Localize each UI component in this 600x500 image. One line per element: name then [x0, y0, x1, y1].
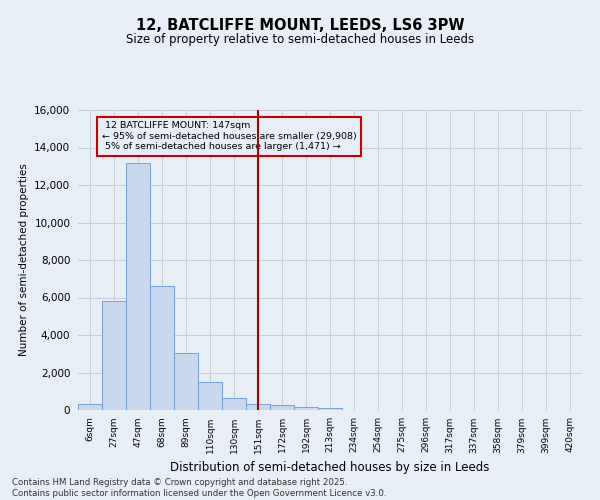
Text: 12 BATCLIFFE MOUNT: 147sqm
← 95% of semi-detached houses are smaller (29,908)
 5: 12 BATCLIFFE MOUNT: 147sqm ← 95% of semi…: [102, 121, 357, 151]
Bar: [198, 382, 222, 410]
Bar: [78, 404, 102, 410]
Bar: [294, 407, 318, 410]
Bar: [270, 406, 294, 410]
Bar: [174, 353, 198, 410]
Text: 12, BATCLIFFE MOUNT, LEEDS, LS6 3PW: 12, BATCLIFFE MOUNT, LEEDS, LS6 3PW: [136, 18, 464, 32]
Bar: [126, 162, 150, 410]
X-axis label: Distribution of semi-detached houses by size in Leeds: Distribution of semi-detached houses by …: [170, 461, 490, 474]
Text: Contains HM Land Registry data © Crown copyright and database right 2025.
Contai: Contains HM Land Registry data © Crown c…: [12, 478, 386, 498]
Text: Size of property relative to semi-detached houses in Leeds: Size of property relative to semi-detach…: [126, 32, 474, 46]
Bar: [222, 398, 246, 410]
Bar: [318, 408, 342, 410]
Bar: [246, 404, 270, 410]
Bar: [102, 301, 126, 410]
Bar: [150, 286, 174, 410]
Y-axis label: Number of semi-detached properties: Number of semi-detached properties: [19, 164, 29, 356]
